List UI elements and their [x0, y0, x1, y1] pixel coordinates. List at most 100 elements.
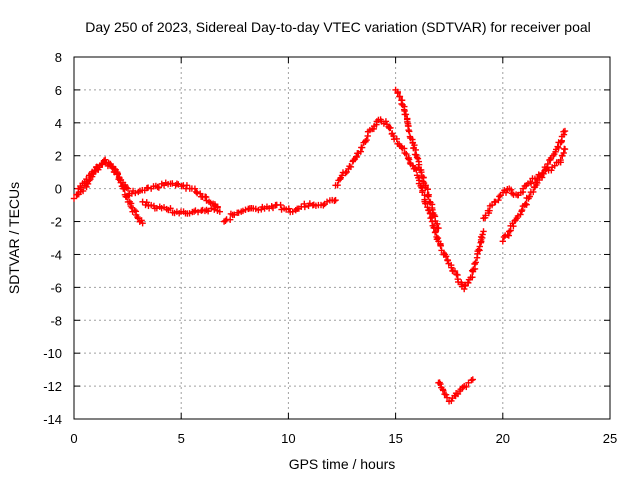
- data-point: [554, 143, 561, 150]
- data-point: [468, 377, 475, 384]
- data-point: [461, 285, 468, 293]
- data-point: [437, 380, 444, 388]
- data-point: [183, 182, 191, 189]
- data-point: [91, 168, 99, 176]
- data-point: [526, 193, 533, 200]
- data-point: [197, 190, 204, 197]
- data-point: [437, 242, 444, 250]
- data-point: [125, 192, 132, 199]
- data-point: [561, 145, 569, 153]
- data-point: [393, 135, 400, 143]
- data-point: [472, 259, 479, 266]
- data-point: [208, 205, 215, 212]
- y-tick-label: -8: [50, 313, 62, 328]
- data-point: [277, 201, 284, 209]
- x-tick-label: 15: [388, 431, 402, 446]
- data-point: [544, 160, 552, 168]
- data-point: [353, 153, 360, 160]
- data-points: [70, 86, 569, 405]
- data-point: [387, 124, 394, 132]
- data-point: [476, 243, 483, 250]
- data-point: [132, 189, 139, 197]
- data-point: [506, 228, 513, 235]
- data-point: [144, 184, 152, 191]
- data-point: [216, 208, 223, 215]
- data-point: [194, 208, 202, 216]
- data-point: [191, 185, 199, 192]
- data-point: [518, 206, 526, 214]
- data-point: [527, 180, 535, 187]
- data-point: [83, 175, 90, 183]
- data-point: [462, 282, 469, 290]
- data-point: [555, 144, 562, 152]
- data-point: [482, 212, 489, 219]
- data-point: [469, 274, 476, 281]
- data-point: [424, 186, 431, 193]
- y-tick-label: 8: [55, 50, 62, 65]
- data-point: [347, 163, 355, 171]
- x-tick-label: 25: [603, 431, 617, 446]
- data-point: [548, 167, 555, 174]
- data-point: [522, 200, 529, 208]
- data-point: [301, 203, 309, 211]
- data-point: [508, 190, 516, 197]
- y-tick-label: 6: [55, 83, 62, 98]
- data-point: [422, 200, 429, 207]
- axis-ticks: 0 5 10 15 20 25 -14 -12 -10 -8 -6 -4 -2 0 2 4 6 8: [43, 50, 617, 446]
- data-point: [406, 128, 413, 135]
- data-point: [285, 205, 293, 212]
- data-point: [167, 205, 174, 212]
- data-point: [139, 219, 146, 227]
- data-point: [100, 157, 108, 164]
- data-point: [432, 228, 439, 235]
- data-point: [396, 93, 404, 100]
- data-point: [226, 216, 234, 223]
- data-point: [363, 136, 370, 144]
- y-tick-label: 4: [55, 116, 62, 131]
- data-point: [510, 222, 517, 230]
- data-point: [382, 118, 390, 125]
- data-point: [523, 201, 530, 208]
- data-point: [112, 166, 119, 173]
- y-tick-label: -14: [43, 412, 62, 427]
- data-point: [70, 195, 78, 202]
- data-point: [496, 193, 503, 200]
- data-point: [214, 203, 221, 210]
- data-point: [134, 215, 142, 222]
- data-point: [517, 211, 524, 218]
- grid: [74, 57, 610, 419]
- data-point: [101, 156, 109, 163]
- data-point: [222, 217, 229, 225]
- data-point: [204, 208, 212, 215]
- data-point: [323, 198, 331, 205]
- data-point: [405, 154, 412, 162]
- y-tick-label: -6: [50, 280, 62, 295]
- data-point: [411, 165, 419, 172]
- data-point: [143, 199, 150, 206]
- x-tick-label: 10: [281, 431, 295, 446]
- data-point: [211, 206, 218, 213]
- y-tick-label: 2: [55, 149, 62, 164]
- y-tick-label: -12: [43, 379, 62, 394]
- data-point: [480, 228, 487, 235]
- data-point: [442, 253, 450, 260]
- data-point: [507, 186, 515, 194]
- y-tick-label: 0: [55, 182, 62, 197]
- data-point: [479, 231, 486, 238]
- data-point: [114, 171, 122, 178]
- data-point: [79, 187, 87, 195]
- data-point: [475, 246, 483, 253]
- data-point: [435, 224, 442, 232]
- y-tick-label: -4: [50, 247, 62, 262]
- data-point: [444, 257, 452, 264]
- data-point: [402, 111, 410, 118]
- data-point: [99, 161, 106, 168]
- data-point: [469, 376, 476, 383]
- chart-title: Day 250 of 2023, Sidereal Day-to-day VTE…: [85, 19, 591, 35]
- data-point: [448, 397, 455, 405]
- data-point: [495, 196, 502, 204]
- data-point: [429, 206, 436, 214]
- data-point: [448, 264, 455, 271]
- data-point: [394, 88, 401, 96]
